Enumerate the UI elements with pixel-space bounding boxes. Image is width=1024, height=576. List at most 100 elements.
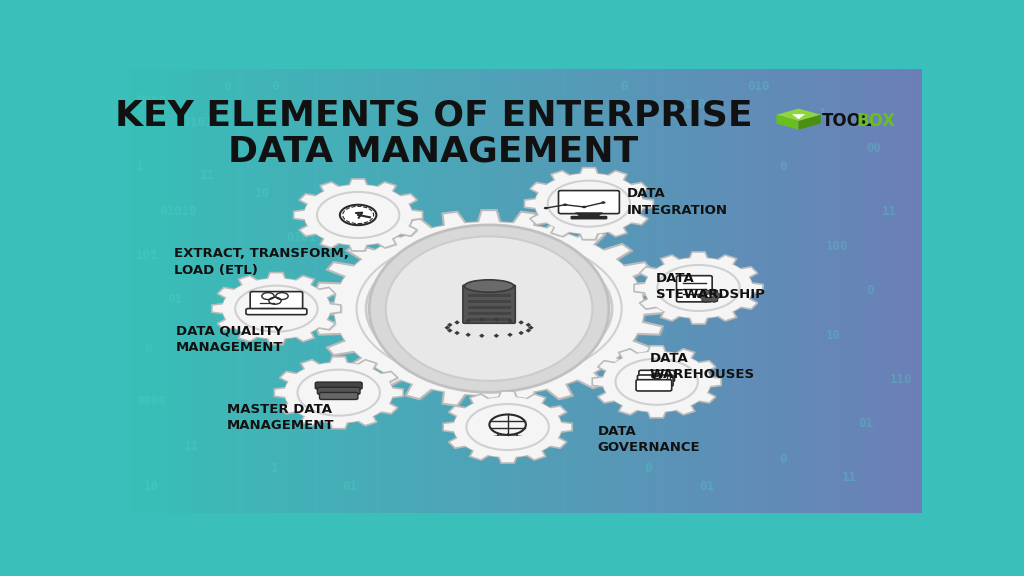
- Circle shape: [340, 204, 377, 225]
- Polygon shape: [465, 319, 471, 323]
- Text: 0101: 0101: [287, 231, 316, 244]
- Circle shape: [285, 362, 392, 423]
- FancyBboxPatch shape: [636, 380, 672, 391]
- Polygon shape: [212, 272, 341, 344]
- Text: 11: 11: [183, 439, 199, 453]
- Polygon shape: [636, 253, 765, 325]
- Polygon shape: [518, 331, 524, 335]
- Text: 11: 11: [882, 204, 897, 218]
- Polygon shape: [444, 325, 450, 330]
- Text: 01: 01: [858, 418, 873, 430]
- Text: EXTRACT, TRANSFORM,
LOAD (ETL): EXTRACT, TRANSFORM, LOAD (ETL): [174, 247, 349, 277]
- Text: 110: 110: [684, 98, 706, 111]
- Text: 110: 110: [890, 373, 912, 386]
- Text: 0: 0: [778, 453, 786, 466]
- Polygon shape: [528, 325, 534, 330]
- Circle shape: [601, 202, 605, 204]
- Polygon shape: [295, 180, 424, 252]
- Circle shape: [535, 173, 643, 234]
- Text: 01010: 01010: [160, 204, 198, 218]
- Text: 10: 10: [255, 187, 270, 200]
- Polygon shape: [444, 392, 573, 464]
- Circle shape: [456, 398, 563, 458]
- FancyBboxPatch shape: [558, 191, 620, 214]
- Polygon shape: [634, 252, 763, 324]
- Polygon shape: [525, 323, 531, 327]
- Polygon shape: [443, 391, 572, 463]
- Text: 0: 0: [866, 285, 873, 297]
- Circle shape: [306, 185, 414, 246]
- Text: 101: 101: [136, 249, 159, 262]
- Circle shape: [367, 240, 612, 377]
- Circle shape: [334, 222, 644, 395]
- Text: 0000: 0000: [136, 395, 166, 408]
- Text: 0: 0: [778, 160, 786, 173]
- FancyBboxPatch shape: [315, 382, 362, 389]
- Text: 1: 1: [818, 107, 826, 120]
- FancyBboxPatch shape: [463, 285, 515, 323]
- FancyBboxPatch shape: [250, 291, 303, 312]
- Polygon shape: [776, 109, 821, 121]
- Circle shape: [603, 351, 711, 412]
- Text: DATA
INTEGRATION: DATA INTEGRATION: [627, 187, 727, 217]
- Circle shape: [654, 374, 658, 377]
- FancyBboxPatch shape: [677, 276, 712, 302]
- Text: TOOL: TOOL: [821, 112, 872, 130]
- Text: DATA QUALITY
MANAGEMENT: DATA QUALITY MANAGEMENT: [176, 325, 283, 354]
- Text: 0: 0: [620, 81, 628, 93]
- FancyBboxPatch shape: [319, 392, 358, 400]
- Text: DATA
STEWARDSHIP: DATA STEWARDSHIP: [655, 272, 765, 301]
- Circle shape: [646, 259, 754, 319]
- Polygon shape: [524, 168, 653, 240]
- Circle shape: [337, 223, 646, 396]
- Text: 10: 10: [826, 329, 842, 342]
- FancyBboxPatch shape: [638, 375, 673, 386]
- Circle shape: [604, 353, 713, 413]
- Text: 1: 1: [240, 306, 247, 320]
- Polygon shape: [592, 346, 721, 418]
- Polygon shape: [313, 210, 666, 407]
- Circle shape: [644, 258, 753, 318]
- FancyBboxPatch shape: [468, 300, 511, 303]
- Text: 00: 00: [866, 142, 881, 156]
- Text: MASTER DATA
MANAGEMENT: MASTER DATA MANAGEMENT: [227, 403, 335, 432]
- Text: 01: 01: [342, 480, 357, 492]
- Polygon shape: [574, 213, 603, 218]
- Circle shape: [700, 290, 720, 301]
- Polygon shape: [594, 347, 723, 419]
- Text: 0000: 0000: [136, 94, 166, 107]
- Text: 01: 01: [168, 293, 182, 306]
- Text: DATA
GOVERNANCE: DATA GOVERNANCE: [598, 425, 700, 454]
- Polygon shape: [294, 179, 423, 251]
- Text: DATA
WAREHOUSES: DATA WAREHOUSES: [649, 351, 755, 381]
- Circle shape: [222, 278, 331, 339]
- Polygon shape: [494, 317, 499, 322]
- Polygon shape: [507, 332, 513, 337]
- Text: 010: 010: [748, 81, 769, 93]
- Circle shape: [707, 294, 713, 298]
- Polygon shape: [494, 334, 499, 338]
- Text: KEY ELEMENTS OF ENTERPRISE: KEY ELEMENTS OF ENTERPRISE: [115, 98, 753, 132]
- Text: 11: 11: [200, 169, 214, 182]
- Polygon shape: [479, 334, 484, 338]
- Ellipse shape: [386, 236, 593, 381]
- Polygon shape: [799, 115, 821, 130]
- FancyBboxPatch shape: [468, 312, 511, 315]
- FancyBboxPatch shape: [639, 370, 675, 381]
- Text: 10: 10: [143, 480, 159, 492]
- Polygon shape: [455, 320, 460, 325]
- FancyBboxPatch shape: [570, 216, 607, 219]
- Text: 1: 1: [136, 160, 143, 173]
- Text: 11: 11: [318, 116, 334, 129]
- Circle shape: [224, 279, 332, 340]
- Polygon shape: [447, 323, 453, 327]
- FancyBboxPatch shape: [317, 387, 360, 395]
- Polygon shape: [315, 211, 668, 408]
- Polygon shape: [214, 274, 342, 346]
- Text: 1: 1: [270, 462, 279, 475]
- Polygon shape: [479, 317, 484, 322]
- Text: 0: 0: [644, 462, 651, 475]
- FancyBboxPatch shape: [468, 306, 511, 309]
- Ellipse shape: [370, 225, 609, 392]
- FancyBboxPatch shape: [468, 318, 511, 321]
